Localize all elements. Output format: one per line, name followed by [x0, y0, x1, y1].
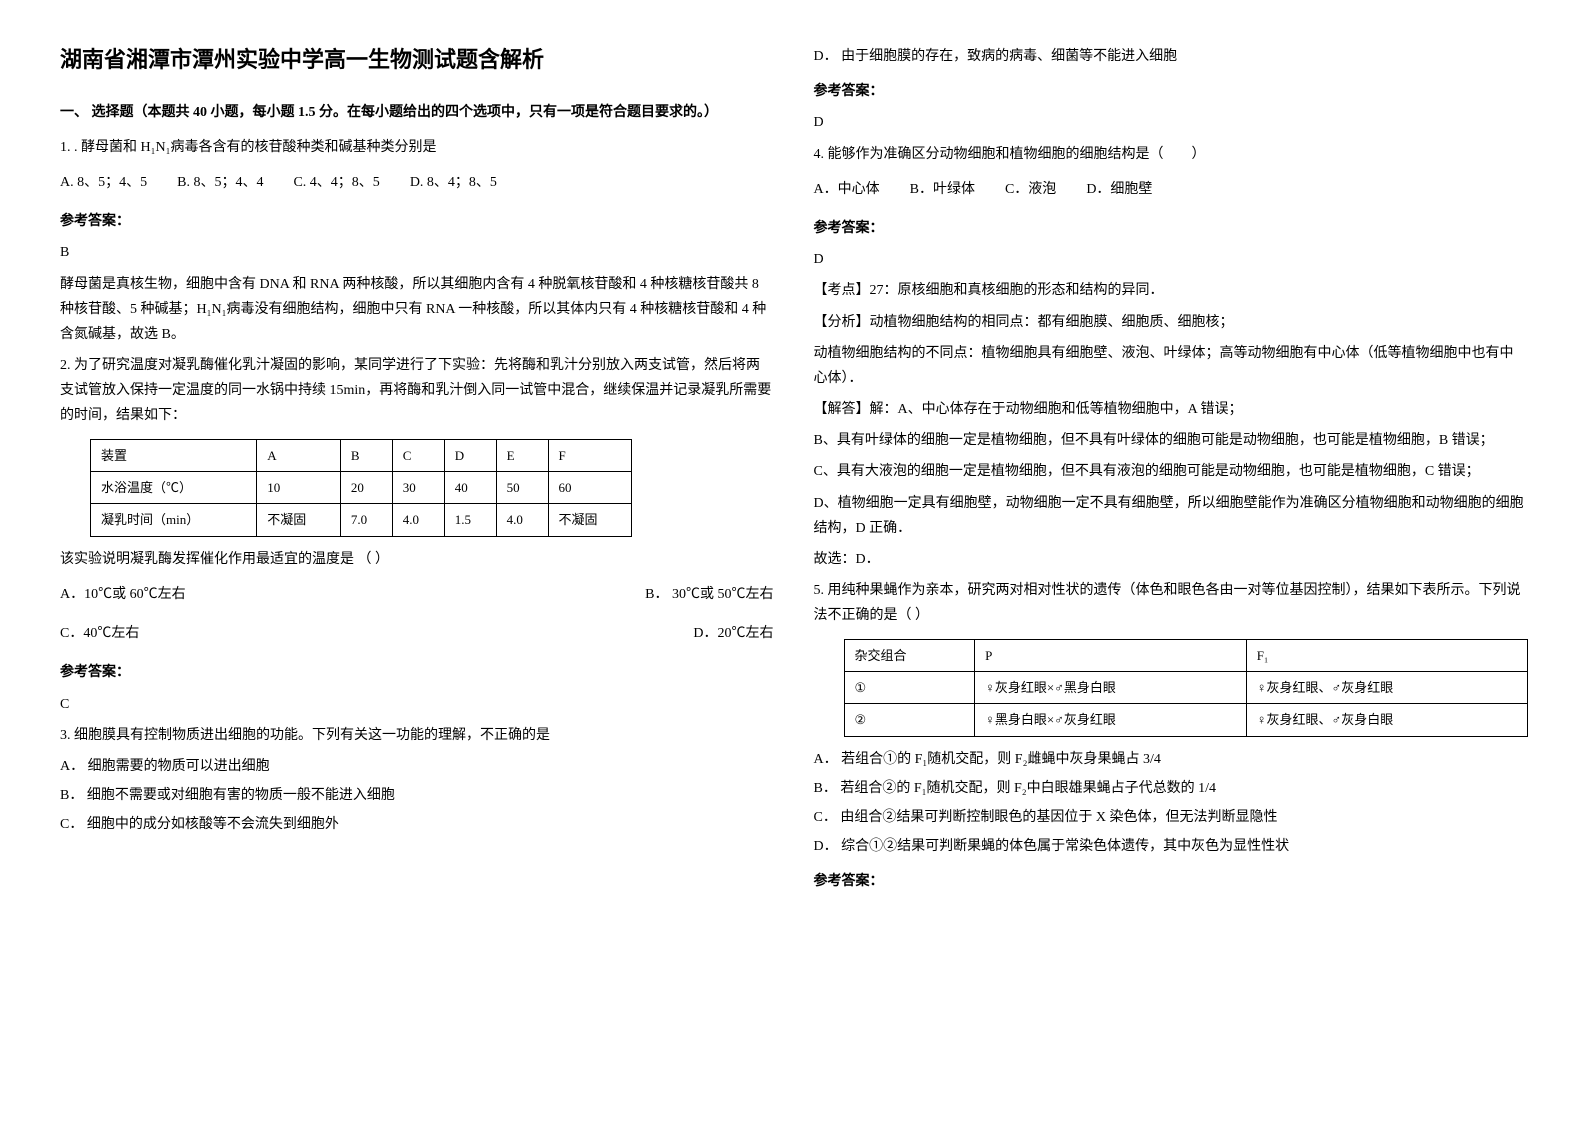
cell: ① [844, 671, 975, 703]
q2-stem: 2. 为了研究温度对凝乳酶催化乳汁凝固的影响，某同学进行了下实验：先将酶和乳汁分… [60, 353, 774, 429]
cell: C [392, 439, 444, 471]
q4-optD: D．细胞壁 [1086, 177, 1152, 202]
q3-optB: B． 细胞不需要或对细胞有害的物质一般不能进入细胞 [60, 783, 774, 808]
q2-answer: C [60, 692, 774, 717]
table-row: 水浴温度（℃） 10 20 30 40 50 60 [91, 472, 632, 504]
q1-stem: 1. . 酵母菌和 H₁N₁病毒各含有的核苷酸种类和碱基种类分别是 [60, 135, 774, 160]
q5-stem: 5. 用纯种果蝇作为亲本，研究两对相对性状的遗传（体色和眼色各由一对等位基因控制… [814, 578, 1528, 628]
q5-optD: D． 综合①②结果可判断果蝇的体色属于常染色体遗传，其中灰色为显性性状 [814, 834, 1528, 859]
q4-jdC: C、具有大液泡的细胞一定是植物细胞，但不具有液泡的细胞可能是动物细胞，也可能是植… [814, 459, 1528, 484]
q1-optA: A. 8、5；4、5 [60, 170, 147, 195]
cell: ♀黑身白眼×♂灰身红眼 [975, 704, 1247, 736]
q4-jdD: D、植物细胞一定具有细胞壁，动物细胞一定不具有细胞壁，所以细胞壁能作为准确区分植… [814, 491, 1528, 541]
q1-optC: C. 4、4；8、5 [293, 170, 379, 195]
q5-table: 杂交组合 P F₁ ① ♀灰身红眼×♂黑身白眼 ♀灰身红眼、♂灰身红眼 ② ♀黑… [844, 639, 1529, 737]
q4-optA: A．中心体 [814, 177, 880, 202]
q4-answer: D [814, 247, 1528, 272]
cell: 不凝固 [548, 504, 632, 536]
q2-table: 装置 A B C D E F 水浴温度（℃） 10 20 30 40 50 60… [90, 439, 632, 537]
cell: 装置 [91, 439, 257, 471]
cell: 凝乳时间（min） [91, 504, 257, 536]
cell: 水浴温度（℃） [91, 472, 257, 504]
cell: B [340, 439, 392, 471]
cell: P [975, 639, 1247, 671]
cell: F₁ [1246, 639, 1528, 671]
q4-options: A．中心体 B．叶绿体 C．液泡 D．细胞壁 [814, 173, 1528, 206]
q4-optB: B．叶绿体 [910, 177, 975, 202]
cell: F [548, 439, 632, 471]
q5-optA: A． 若组合①的 F₁随机交配，则 F₂雌蝇中灰身果蝇占 3/4 [814, 747, 1528, 772]
cell: 4.0 [496, 504, 548, 536]
q2-optA: A．10℃或 60℃左右 [60, 582, 186, 607]
cell: E [496, 439, 548, 471]
q3-optD: D． 由于细胞膜的存在，致病的病毒、细菌等不能进入细胞 [814, 44, 1528, 69]
left-column: 湖南省湘潭市潭州实验中学高一生物测试题含解析 一、 选择题（本题共 40 小题，… [60, 40, 774, 899]
cell: ♀灰身红眼×♂黑身白眼 [975, 671, 1247, 703]
cell: ② [844, 704, 975, 736]
q4-jdB: B、具有叶绿体的细胞一定是植物细胞，但不具有叶绿体的细胞可能是动物细胞，也可能是… [814, 428, 1528, 453]
q4-jd: 【解答】解：A、中心体存在于动物细胞和低等植物细胞中，A 错误； [814, 397, 1528, 422]
q1-optD: D. 8、4；8、5 [410, 170, 497, 195]
cell: ♀灰身红眼、♂灰身红眼 [1246, 671, 1528, 703]
cell: 不凝固 [257, 504, 341, 536]
q2-row1: A．10℃或 60℃左右 B． 30℃或 50℃左右 [60, 578, 774, 611]
q4-kp: 【考点】27：原核细胞和真核细胞的形态和结构的异同． [814, 278, 1528, 303]
q1-answer: B [60, 240, 774, 265]
q3-answer-label: 参考答案： [814, 79, 1528, 104]
cell: 30 [392, 472, 444, 504]
q3-optA: A． 细胞需要的物质可以进出细胞 [60, 754, 774, 779]
cell: 60 [548, 472, 632, 504]
q1-optB: B. 8、5；4、4 [177, 170, 263, 195]
cell: 20 [340, 472, 392, 504]
q5-optC: C． 由组合②结果可判断控制眼色的基因位于 X 染色体，但无法判断显隐性 [814, 805, 1528, 830]
cell: ♀灰身红眼、♂灰身白眼 [1246, 704, 1528, 736]
q2-optB: B． 30℃或 50℃左右 [645, 582, 773, 607]
q4-optC: C．液泡 [1005, 177, 1056, 202]
q2-answer-label: 参考答案： [60, 660, 774, 685]
cell: 7.0 [340, 504, 392, 536]
q3-stem: 3. 细胞膜具有控制物质进出细胞的功能。下列有关这一功能的理解，不正确的是 [60, 723, 774, 748]
cell: 4.0 [392, 504, 444, 536]
q1-explain: 酵母菌是真核生物，细胞中含有 DNA 和 RNA 两种核酸，所以其细胞内含有 4… [60, 272, 774, 348]
table-row: 凝乳时间（min） 不凝固 7.0 4.0 1.5 4.0 不凝固 [91, 504, 632, 536]
cell: 杂交组合 [844, 639, 975, 671]
table-row: 装置 A B C D E F [91, 439, 632, 471]
q4-stem: 4. 能够作为准确区分动物细胞和植物细胞的细胞结构是（ ） [814, 142, 1528, 167]
right-column: D． 由于细胞膜的存在，致病的病毒、细菌等不能进入细胞 参考答案： D 4. 能… [814, 40, 1528, 899]
q4-gx: 故选：D． [814, 547, 1528, 572]
table-row: 杂交组合 P F₁ [844, 639, 1528, 671]
q4-fx: 【分析】动植物细胞结构的相同点：都有细胞膜、细胞质、细胞核； [814, 310, 1528, 335]
q4-answer-label: 参考答案： [814, 216, 1528, 241]
table-row: ② ♀黑身白眼×♂灰身红眼 ♀灰身红眼、♂灰身白眼 [844, 704, 1528, 736]
q2-row2: C．40℃左右 D．20℃左右 [60, 617, 774, 650]
table-row: ① ♀灰身红眼×♂黑身白眼 ♀灰身红眼、♂灰身红眼 [844, 671, 1528, 703]
q3-optC: C． 细胞中的成分如核酸等不会流失到细胞外 [60, 812, 774, 837]
q5-optB: B． 若组合②的 F₁随机交配，则 F₂中白眼雄果蝇占子代总数的 1/4 [814, 776, 1528, 801]
page-title: 湖南省湘潭市潭州实验中学高一生物测试题含解析 [60, 40, 774, 80]
cell: 10 [257, 472, 341, 504]
q3-answer: D [814, 110, 1528, 135]
q2-optC: C．40℃左右 [60, 621, 139, 646]
q1-options: A. 8、5；4、5 B. 8、5；4、4 C. 4、4；8、5 D. 8、4；… [60, 166, 774, 199]
cell: 1.5 [444, 504, 496, 536]
cell: D [444, 439, 496, 471]
q2-after: 该实验说明凝乳酶发挥催化作用最适宜的温度是 （ ） [60, 547, 774, 572]
q2-optD: D．20℃左右 [693, 621, 773, 646]
cell: 40 [444, 472, 496, 504]
cell: 50 [496, 472, 548, 504]
cell: A [257, 439, 341, 471]
section-title: 一、 选择题（本题共 40 小题，每小题 1.5 分。在每小题给出的四个选项中，… [60, 100, 774, 125]
q1-answer-label: 参考答案： [60, 209, 774, 234]
q4-fx2: 动植物细胞结构的不同点：植物细胞具有细胞壁、液泡、叶绿体；高等动物细胞有中心体（… [814, 341, 1528, 391]
q5-answer-label: 参考答案： [814, 869, 1528, 894]
